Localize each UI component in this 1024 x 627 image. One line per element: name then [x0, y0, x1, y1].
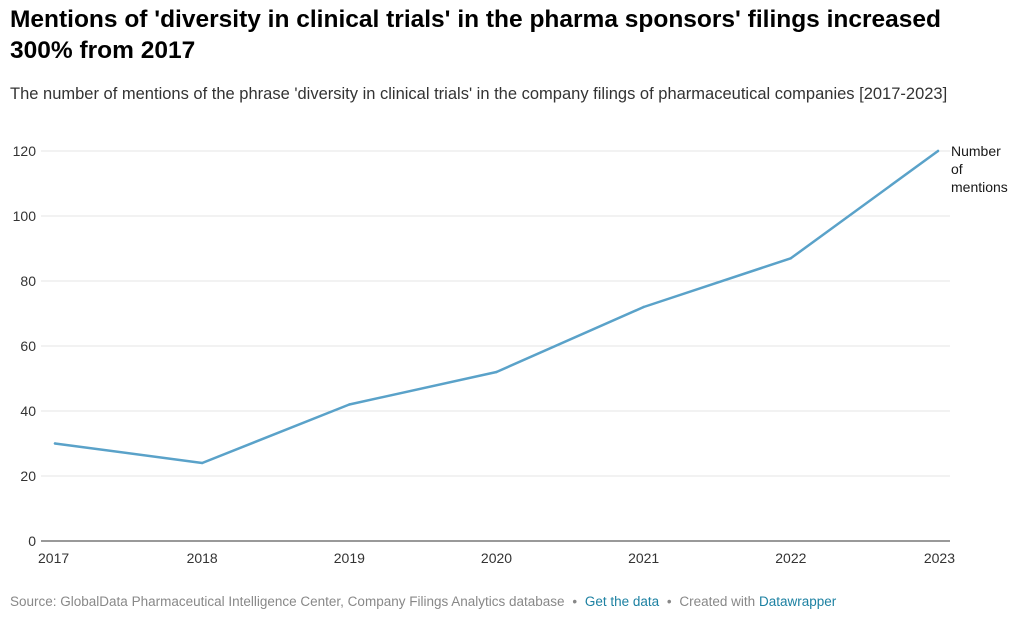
x-tick-label: 2017 — [38, 550, 69, 566]
y-tick-label: 80 — [20, 273, 36, 289]
x-tick-label: 2018 — [187, 550, 218, 566]
y-tick-label: 20 — [20, 468, 36, 484]
x-axis-ticks: 2017 2018 2019 2020 2021 2022 2023 — [38, 550, 955, 566]
data-point — [200, 461, 204, 465]
data-point — [789, 257, 793, 260]
y-tick-label: 60 — [20, 338, 36, 354]
x-tick-label: 2022 — [775, 550, 806, 566]
separator: • — [572, 594, 578, 609]
chart-subtitle: The number of mentions of the phrase 'di… — [10, 85, 948, 103]
y-tick-label: 100 — [13, 208, 37, 224]
get-the-data-link[interactable]: Get the data — [584, 594, 660, 609]
series-label-line: Number — [951, 143, 1001, 159]
datawrapper-link[interactable]: Datawrapper — [758, 594, 837, 609]
series-layer — [53, 149, 940, 465]
data-point — [53, 442, 57, 445]
series-label: Number of mentions — [951, 143, 1008, 195]
separator: • — [666, 594, 672, 609]
x-tick-label: 2021 — [628, 550, 659, 566]
source-text: Source: GlobalData Pharmaceutical Intell… — [10, 594, 565, 609]
y-axis-ticks: 0 20 40 60 80 100 120 — [13, 143, 37, 549]
series-label-line: mentions — [951, 179, 1008, 195]
y-tick-label: 40 — [20, 403, 36, 419]
x-tick-label: 2023 — [924, 550, 955, 566]
y-tick-label: 120 — [13, 143, 37, 159]
gridlines — [41, 150, 950, 542]
series-label-group: Number of mentions — [951, 143, 1008, 195]
series-line — [53, 149, 940, 465]
created-with-text: Created with — [679, 594, 756, 609]
data-point — [642, 305, 645, 309]
x-tick-label: 2019 — [334, 550, 365, 566]
data-point — [348, 403, 351, 406]
data-point — [495, 370, 498, 374]
x-tick-label: 2020 — [481, 550, 512, 566]
data-point — [936, 149, 940, 153]
y-tick-label: 0 — [28, 533, 36, 549]
footer: Source: GlobalData Pharmaceutical Intell… — [10, 593, 836, 610]
series-label-line: of — [951, 161, 963, 177]
chart-title: Mentions of 'diversity in clinical trial… — [10, 6, 942, 64]
